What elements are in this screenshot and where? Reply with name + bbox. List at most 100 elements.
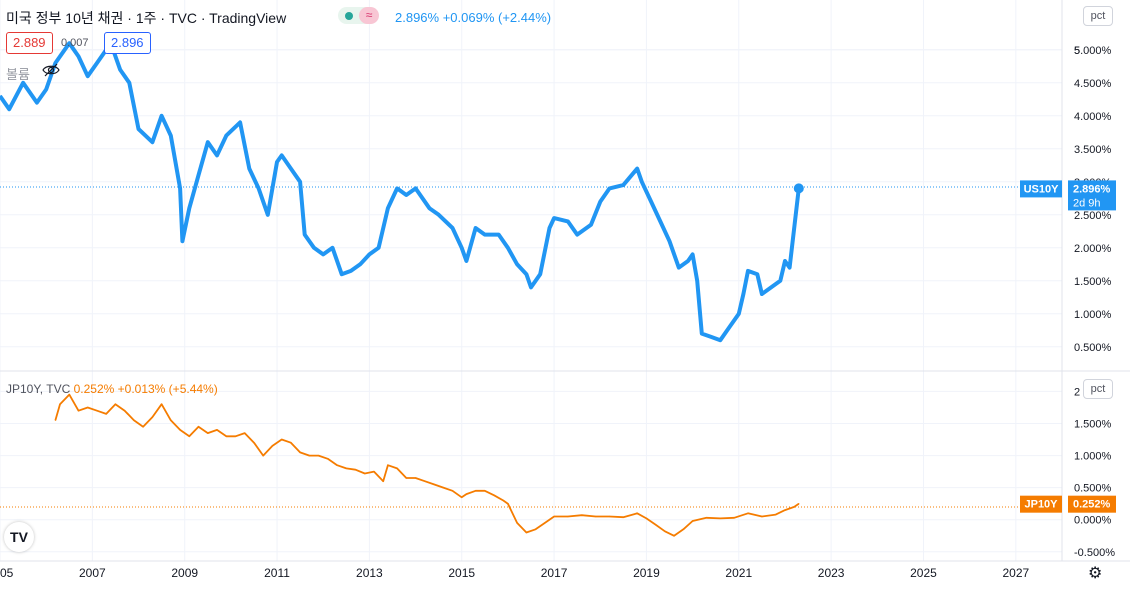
us-data-point bbox=[659, 220, 661, 222]
jp-data-point bbox=[581, 514, 583, 516]
us-data-point bbox=[553, 217, 555, 219]
us-data-point bbox=[137, 128, 140, 130]
us-data-point bbox=[170, 135, 172, 137]
jp-data-point bbox=[553, 515, 555, 518]
jp-data-point bbox=[308, 455, 310, 457]
jp-data-point bbox=[484, 490, 486, 492]
us-data-point bbox=[45, 88, 47, 90]
us-data-point bbox=[313, 247, 315, 249]
jp-data-point bbox=[673, 535, 675, 537]
us-data-point bbox=[322, 253, 324, 255]
jp-data-point bbox=[475, 490, 477, 492]
us-data-point bbox=[516, 263, 518, 265]
jp-data-point bbox=[761, 515, 763, 518]
y-tick-label: 1.000% bbox=[1074, 451, 1112, 463]
y-tick-label: 0.500% bbox=[1074, 483, 1112, 495]
ask-price[interactable]: 2.896 bbox=[104, 32, 151, 54]
us-data-point bbox=[197, 174, 200, 176]
jp-data-point bbox=[442, 487, 444, 489]
jp-data-point bbox=[705, 517, 708, 519]
x-tick-label: 2005 bbox=[0, 566, 14, 580]
y-tick-label: 5.000% bbox=[1074, 45, 1112, 57]
x-tick-label: 2025 bbox=[910, 566, 937, 580]
us-data-point bbox=[710, 336, 712, 338]
y-tick-label: 5 bbox=[1074, 45, 1080, 57]
us-data-point bbox=[461, 247, 463, 249]
y-tick-label: 2 bbox=[1074, 386, 1080, 398]
jp-data-point bbox=[105, 413, 107, 415]
us-data-point bbox=[428, 207, 430, 209]
us-data-point bbox=[701, 333, 703, 335]
us-data-point bbox=[650, 201, 652, 203]
us-data-point bbox=[96, 62, 98, 64]
jp-data-point bbox=[525, 531, 528, 534]
gear-icon[interactable]: ⚙ bbox=[1088, 565, 1103, 582]
x-tick-label: 2009 bbox=[171, 566, 198, 580]
jp-data-point bbox=[692, 520, 694, 522]
jp-data-point bbox=[775, 514, 777, 516]
us-data-point bbox=[188, 207, 190, 209]
us-data-point bbox=[622, 184, 624, 186]
us-data-point bbox=[789, 267, 791, 269]
us-data-point bbox=[276, 161, 278, 163]
jp-series-line[interactable] bbox=[54, 393, 800, 537]
us-data-point bbox=[341, 273, 343, 275]
us-data-point bbox=[692, 253, 694, 255]
us-data-point bbox=[567, 220, 569, 222]
us-series-line[interactable] bbox=[0, 41, 801, 343]
approx-icon: ≈ bbox=[359, 7, 379, 24]
us-data-point bbox=[151, 141, 153, 143]
jp-data-point bbox=[373, 471, 375, 473]
us-data-point bbox=[396, 187, 398, 189]
y-tick-label: 2.000% bbox=[1074, 243, 1112, 255]
us-data-point bbox=[687, 260, 689, 262]
us-data-point bbox=[36, 102, 38, 104]
jp-data-point bbox=[507, 503, 509, 505]
jp-data-point bbox=[170, 419, 172, 421]
jp-data-point bbox=[364, 472, 366, 475]
jp-data-point bbox=[197, 426, 200, 428]
jp-data-point bbox=[253, 442, 255, 444]
jp-data-point bbox=[451, 490, 454, 492]
us-data-point bbox=[779, 280, 781, 282]
us-data-point bbox=[475, 227, 477, 229]
volume-label[interactable]: 볼륨 bbox=[6, 67, 30, 82]
x-tick-label: 2015 bbox=[448, 566, 475, 580]
us-data-point bbox=[530, 286, 532, 288]
scale-mode-button-top[interactable]: pct bbox=[1083, 6, 1113, 26]
jp-data-point bbox=[595, 515, 597, 518]
x-tick-label: 2011 bbox=[264, 566, 290, 580]
us-data-point bbox=[507, 247, 509, 249]
jp-data-point bbox=[281, 438, 283, 441]
bid-price[interactable]: 2.889 bbox=[6, 32, 53, 54]
jp-symbol-tag bbox=[1020, 495, 1062, 513]
x-tick-label: 2021 bbox=[725, 566, 752, 580]
jp-data-point bbox=[415, 477, 417, 479]
us-data-point bbox=[179, 187, 181, 189]
us-data-point bbox=[770, 286, 772, 288]
us-symbol-tag bbox=[1020, 180, 1062, 198]
us-data-point bbox=[590, 224, 592, 226]
us-data-point bbox=[548, 227, 551, 229]
us-data-point bbox=[216, 154, 218, 156]
jp-data-point bbox=[465, 493, 467, 495]
jp-data-point bbox=[622, 516, 624, 518]
jp-data-point bbox=[142, 426, 144, 428]
jp-data-point bbox=[405, 477, 407, 479]
jp-data-point bbox=[188, 435, 190, 437]
symbol-title[interactable]: 미국 정부 10년 채권 · 1주 · TVC · TradingView bbox=[6, 10, 287, 26]
us-data-point bbox=[728, 326, 731, 328]
tradingview-logo[interactable]: TV bbox=[4, 522, 34, 552]
jp-legend[interactable]: JP10Y, TVC 0.252% +0.013% (+5.44%) bbox=[6, 382, 218, 396]
eye-off-icon[interactable] bbox=[42, 63, 60, 77]
jp-data-point bbox=[433, 483, 435, 485]
x-tick-label: 2017 bbox=[541, 566, 568, 580]
us-data-point bbox=[8, 108, 10, 110]
jp-data-point bbox=[68, 394, 70, 396]
jp-data-point bbox=[59, 403, 61, 405]
jp-data-point bbox=[784, 509, 786, 511]
jp-data-point bbox=[424, 480, 426, 482]
scale-mode-button-bottom[interactable]: pct bbox=[1083, 379, 1113, 399]
us-data-point bbox=[784, 260, 786, 262]
